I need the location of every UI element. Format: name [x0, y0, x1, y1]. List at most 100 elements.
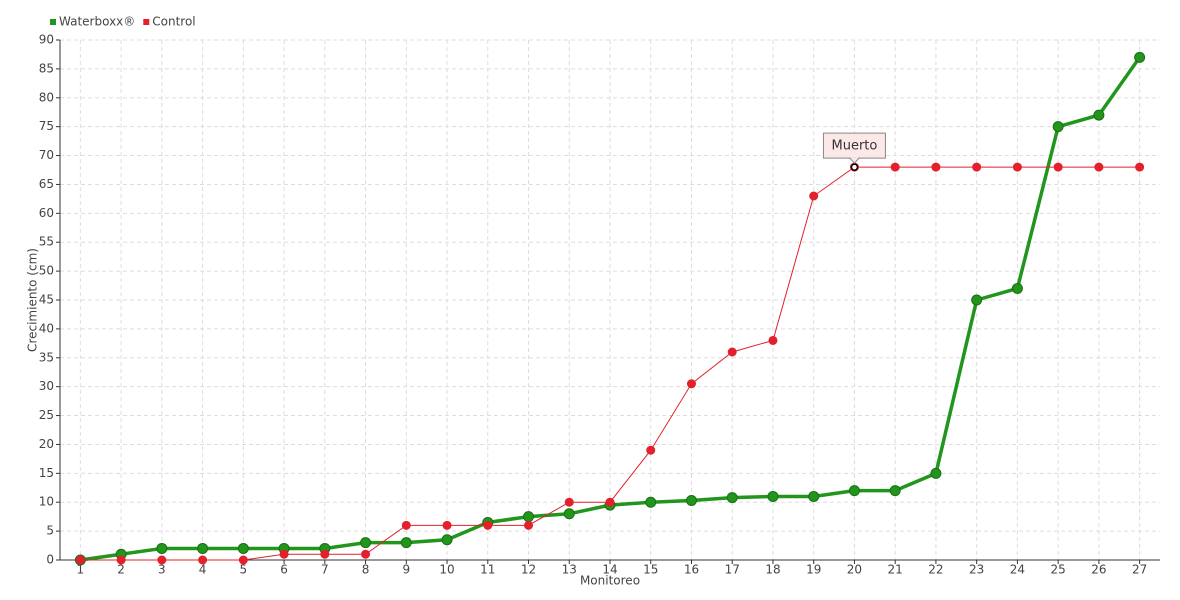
x-tick-label: 17	[725, 563, 740, 577]
data-point	[890, 162, 900, 172]
data-point	[237, 542, 249, 554]
data-point	[156, 542, 168, 554]
x-tick-label: 3	[158, 563, 166, 577]
data-point	[401, 520, 411, 530]
data-point	[727, 347, 737, 357]
data-point	[848, 485, 860, 497]
data-point	[442, 520, 452, 530]
data-point	[361, 549, 371, 559]
data-point	[483, 520, 493, 530]
x-tick-label: 24	[1010, 563, 1025, 577]
data-point	[931, 162, 941, 172]
x-tick-label: 9	[402, 563, 410, 577]
data-point	[523, 511, 535, 523]
x-tick-label: 6	[280, 563, 288, 577]
y-tick-label: 15	[39, 466, 54, 480]
y-axis-label: Crecimiento (cm)	[26, 248, 40, 352]
data-point	[75, 555, 85, 565]
data-point	[198, 555, 208, 565]
data-point	[279, 549, 289, 559]
y-tick-label: 30	[39, 379, 54, 393]
data-point	[768, 335, 778, 345]
y-tick-label: 75	[39, 119, 54, 133]
y-tick-label: 80	[39, 90, 54, 104]
x-tick-label: 14	[602, 563, 617, 577]
x-tick-label: 15	[643, 563, 658, 577]
data-point	[563, 508, 575, 520]
legend-swatch	[143, 19, 150, 25]
x-tick-label: 25	[1051, 563, 1066, 577]
data-point	[116, 555, 126, 565]
data-point	[971, 294, 983, 306]
data-point	[157, 555, 167, 565]
data-point	[1094, 162, 1104, 172]
x-tick-label: 19	[806, 563, 821, 577]
data-point	[564, 497, 574, 507]
x-tick-label: 26	[1091, 563, 1106, 577]
y-tick-label: 60	[39, 206, 54, 220]
x-tick-label: 18	[765, 563, 780, 577]
y-tick-label: 25	[39, 408, 54, 422]
x-tick-label: 27	[1132, 563, 1147, 577]
y-tick-label: 20	[39, 437, 54, 451]
data-point	[686, 379, 696, 389]
x-tick-label: 13	[562, 563, 577, 577]
x-tick-label: 1	[77, 563, 85, 577]
data-point	[400, 537, 412, 549]
data-point	[1134, 51, 1146, 63]
data-point	[360, 537, 372, 549]
y-tick-label: 45	[39, 293, 54, 307]
x-tick-label: 5	[240, 563, 248, 577]
x-tick-label: 12	[521, 563, 536, 577]
x-tick-label: 16	[684, 563, 699, 577]
y-tick-label: 40	[39, 321, 54, 335]
x-tick-label: 11	[480, 563, 495, 577]
data-point	[238, 555, 248, 565]
data-point	[1012, 162, 1022, 172]
y-tick-label: 70	[39, 148, 54, 162]
y-tick-label: 35	[39, 350, 54, 364]
data-point	[197, 542, 209, 554]
data-point	[320, 549, 330, 559]
x-axis-label: Monitoreo	[580, 574, 640, 588]
annotation-point	[850, 163, 859, 171]
x-tick-label: 10	[439, 563, 454, 577]
data-point	[767, 490, 779, 502]
data-point	[1011, 282, 1023, 294]
x-tick-label: 8	[362, 563, 370, 577]
data-point	[930, 467, 942, 479]
annotation-text: Muerto	[832, 139, 878, 154]
data-point	[726, 492, 738, 504]
x-tick-label: 20	[847, 563, 862, 577]
y-tick-label: 50	[39, 264, 54, 278]
data-point	[441, 534, 453, 546]
y-tick-label: 5	[46, 524, 54, 538]
data-point	[645, 496, 657, 508]
data-point	[809, 191, 819, 201]
y-tick-label: 85	[39, 61, 54, 75]
data-point	[685, 494, 697, 506]
data-point	[646, 445, 656, 455]
data-point	[1135, 162, 1145, 172]
annotation-pointer	[849, 157, 860, 164]
data-point	[1093, 109, 1105, 121]
y-tick-label: 65	[39, 177, 54, 191]
legend-label: Control	[152, 15, 195, 29]
y-tick-label: 90	[39, 33, 54, 47]
data-point	[889, 485, 901, 497]
legend-label: Waterboxx®	[59, 15, 135, 29]
data-point	[972, 162, 982, 172]
x-tick-label: 22	[928, 563, 943, 577]
x-tick-label: 4	[199, 563, 207, 577]
y-tick-label: 10	[39, 495, 54, 509]
data-point	[1053, 162, 1063, 172]
x-tick-label: 23	[969, 563, 984, 577]
x-tick-label: 7	[321, 563, 329, 577]
data-point	[808, 490, 820, 502]
annotation-box	[822, 132, 886, 159]
data-point	[524, 520, 534, 530]
data-point	[1052, 121, 1064, 133]
x-tick-label: 2	[117, 563, 125, 577]
y-tick-label: 55	[39, 235, 54, 249]
